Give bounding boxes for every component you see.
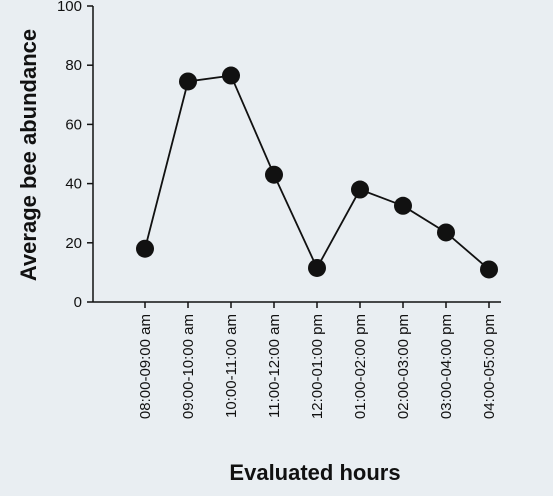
marker bbox=[179, 72, 197, 91]
x-tick-label: 11:00-12:00 am bbox=[266, 314, 283, 418]
y-tick-label: 40 bbox=[65, 176, 82, 193]
x-tick-label: 12:00-01:00 pm bbox=[309, 314, 326, 419]
marker bbox=[136, 239, 154, 258]
y-tick-label: 0 bbox=[74, 294, 82, 311]
marker bbox=[351, 180, 369, 199]
x-tick-label: 01:00-02:00 pm bbox=[352, 314, 369, 419]
y-tick-label: 60 bbox=[65, 116, 82, 133]
x-tick-label: 10:00-11:00 am bbox=[223, 314, 240, 418]
y-tick-label: 80 bbox=[65, 57, 82, 74]
y-tick-label: 100 bbox=[57, 0, 82, 15]
x-tick-label: 04:00-05:00 pm bbox=[481, 314, 498, 419]
x-tick-label: 02:00-03:00 pm bbox=[395, 314, 412, 419]
marker bbox=[480, 260, 498, 279]
marker bbox=[265, 165, 283, 184]
x-axis-title: Evaluated hours bbox=[229, 460, 400, 485]
marker bbox=[437, 223, 455, 242]
marker bbox=[394, 196, 412, 215]
y-tick-label: 20 bbox=[65, 235, 82, 252]
y-axis-title: Average bee abundance bbox=[16, 29, 41, 281]
marker bbox=[308, 258, 326, 277]
x-tick-label: 03:00-04:00 pm bbox=[438, 314, 455, 419]
x-tick-label: 09:00-10:00 am bbox=[180, 314, 197, 419]
marker bbox=[222, 66, 240, 85]
x-tick-label: 08:00-09:00 am bbox=[137, 314, 154, 419]
